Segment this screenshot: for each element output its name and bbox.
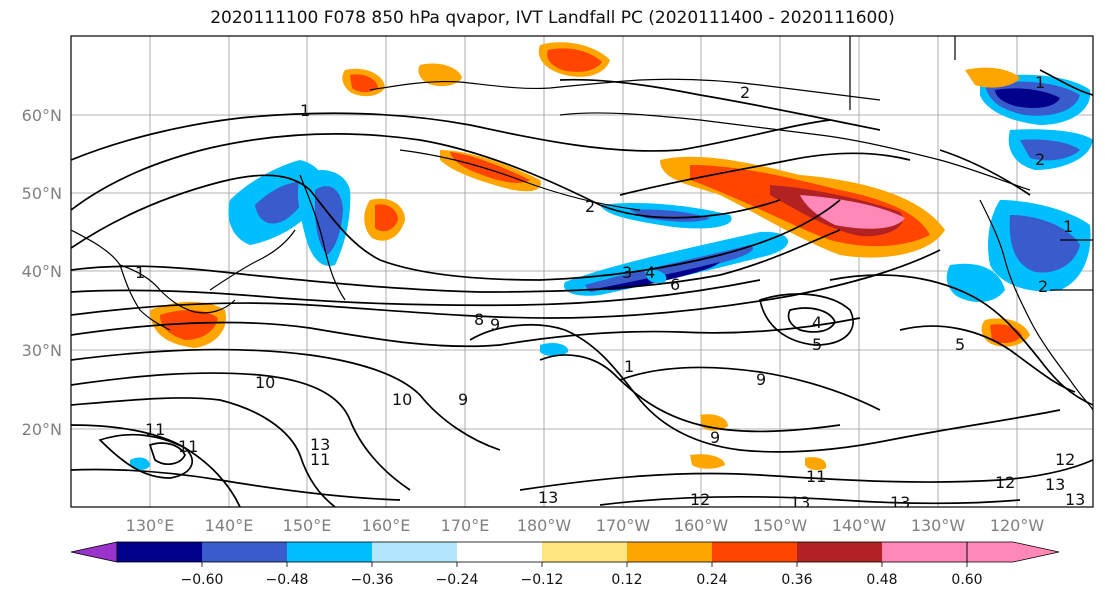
lat-label: 20°N: [22, 420, 62, 439]
map-content: 1 2 2 1 2 3 4 6 8 9 10 11 1 4 5 9 10 9 1…: [71, 36, 1093, 512]
contour-label: 13: [310, 435, 330, 454]
contour-label: 9: [710, 428, 720, 447]
colorbar-segment: [202, 542, 287, 562]
contour-label: 6: [670, 275, 680, 294]
contour-label: 2: [585, 197, 595, 216]
lon-label: 170°E: [441, 516, 490, 535]
contour-label: 8: [474, 310, 484, 329]
colorbar-segment: [542, 542, 627, 562]
contour-label: 1: [624, 357, 634, 376]
contour-label: 13: [890, 493, 910, 512]
colorbar: −0.60 −0.48 −0.36 −0.24 −0.12 0.12 0.24 …: [70, 541, 1060, 588]
latitude-labels: 60°N 50°N 40°N 30°N 20°N: [22, 106, 62, 439]
contour-label: 5: [955, 335, 965, 354]
lon-label: 130°W: [911, 516, 966, 535]
colorbar-segment: [712, 542, 797, 562]
contour-label: 9: [756, 370, 766, 389]
lon-label: 140°E: [205, 516, 254, 535]
colorbar-tick-label: −0.36: [351, 572, 394, 588]
contour-label: 12: [995, 473, 1015, 492]
lon-label: 120°W: [990, 516, 1045, 535]
lon-label: 150°W: [753, 516, 808, 535]
lon-label: 130°E: [126, 516, 175, 535]
contour-label: 1: [1063, 217, 1073, 236]
colorbar-segment: [627, 542, 712, 562]
contour-label: 13: [538, 488, 558, 507]
colorbar-segment: [797, 542, 882, 562]
contour-label: 10: [255, 373, 275, 392]
contour-label: 12: [1055, 450, 1075, 469]
contour-label: 11: [178, 437, 198, 456]
colorbar-segment: [457, 542, 542, 562]
contour-label: 13: [790, 493, 810, 512]
contour-label: 3: [622, 263, 632, 282]
colorbar-ticks: [201, 562, 968, 567]
contour-label: 2: [1035, 150, 1045, 169]
colorbar-tick-label: 0.48: [866, 572, 897, 588]
colorbar-tick-label: −0.48: [266, 572, 309, 588]
colorbar-tick-label: 0.12: [611, 572, 642, 588]
colorbar-tick-label: 0.60: [951, 572, 982, 588]
lat-label: 30°N: [22, 341, 62, 360]
contour-label: 9: [490, 315, 500, 334]
colorbar-segment: [287, 542, 372, 562]
lat-label: 60°N: [22, 106, 62, 125]
contour-label: 11: [310, 450, 330, 469]
contour-label: 11: [806, 467, 826, 486]
contour-labels: 1 2 2 1 2 3 4 6 8 9 10 11 1 4 5 9 10 9 1…: [135, 73, 1085, 512]
lat-label: 40°N: [22, 262, 62, 281]
map-frame: [70, 35, 1094, 508]
colorbar-extend-max: [966, 541, 1060, 563]
lon-label: 160°W: [674, 516, 729, 535]
contour-label: 13: [1065, 490, 1085, 509]
lat-label: 50°N: [22, 184, 62, 203]
contour-label: 12: [690, 490, 710, 509]
colorbar-tick-label: −0.12: [521, 572, 564, 588]
map-panel: [71, 36, 1093, 507]
lon-label: 150°E: [283, 516, 332, 535]
lon-label: 140°W: [832, 516, 887, 535]
colorbar-segment: [372, 542, 457, 562]
contour-label: 13: [1045, 475, 1065, 494]
qvapor-shading: [130, 42, 1093, 471]
colorbar-extend-min: [70, 541, 118, 563]
colorbar-tick-label: 0.36: [781, 572, 812, 588]
colorbar-segment: [117, 542, 202, 562]
contour-label: 5: [812, 335, 822, 354]
contour-label: 10: [392, 390, 412, 409]
colorbar-tick-label: 0.24: [696, 572, 727, 588]
map-title: 2020111100 F078 850 hPa qvapor, IVT Land…: [210, 8, 895, 28]
contour-label: 4: [645, 263, 655, 282]
lon-label: 170°W: [596, 516, 651, 535]
coastlines: [71, 36, 1093, 411]
contour-label: 1: [300, 101, 310, 120]
contour-label: 1: [135, 263, 145, 282]
longitude-labels: 130°E 140°E 150°E 160°E 170°E 180°W 170°…: [126, 516, 1045, 535]
colorbar-tick-label: −0.60: [181, 572, 224, 588]
ivt-contours: [71, 69, 1093, 507]
colorbar-tick-label: −0.24: [436, 572, 479, 588]
lon-label: 180°W: [517, 516, 572, 535]
contour-label: 1: [1035, 73, 1045, 92]
contour-label: 2: [1038, 277, 1048, 296]
contour-label: 11: [145, 420, 165, 439]
contour-label: 2: [740, 83, 750, 102]
lon-label: 160°E: [362, 516, 411, 535]
contour-label: 9: [458, 390, 468, 409]
contour-label: 4: [812, 313, 822, 332]
colorbar-segment: [882, 542, 967, 562]
